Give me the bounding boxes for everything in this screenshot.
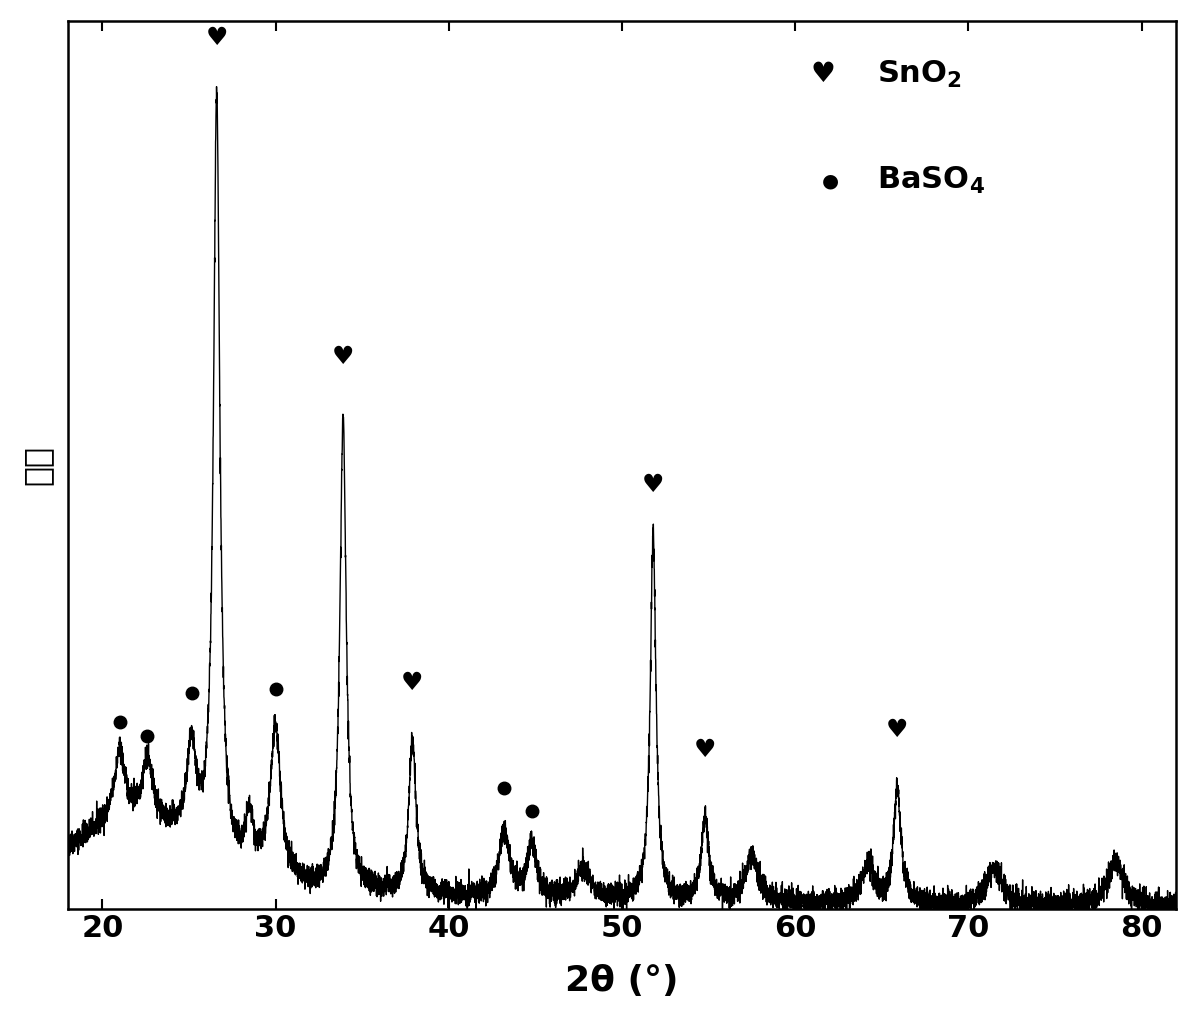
Text: ♥: ♥ — [642, 473, 664, 497]
Y-axis label: 强度: 强度 — [20, 445, 54, 485]
Text: ♥: ♥ — [886, 717, 909, 742]
Text: ♥: ♥ — [401, 672, 424, 695]
Text: ♥: ♥ — [332, 345, 354, 369]
Text: ♥: ♥ — [206, 25, 227, 50]
Text: ♥: ♥ — [694, 738, 716, 761]
X-axis label: 2θ (°): 2θ (°) — [565, 964, 679, 999]
Text: $\mathbf{SnO_2}$: $\mathbf{SnO_2}$ — [877, 59, 962, 90]
Text: ●: ● — [821, 171, 838, 191]
Text: $\mathbf{BaSO_4}$: $\mathbf{BaSO_4}$ — [877, 165, 985, 197]
Text: ♥: ♥ — [810, 60, 836, 89]
